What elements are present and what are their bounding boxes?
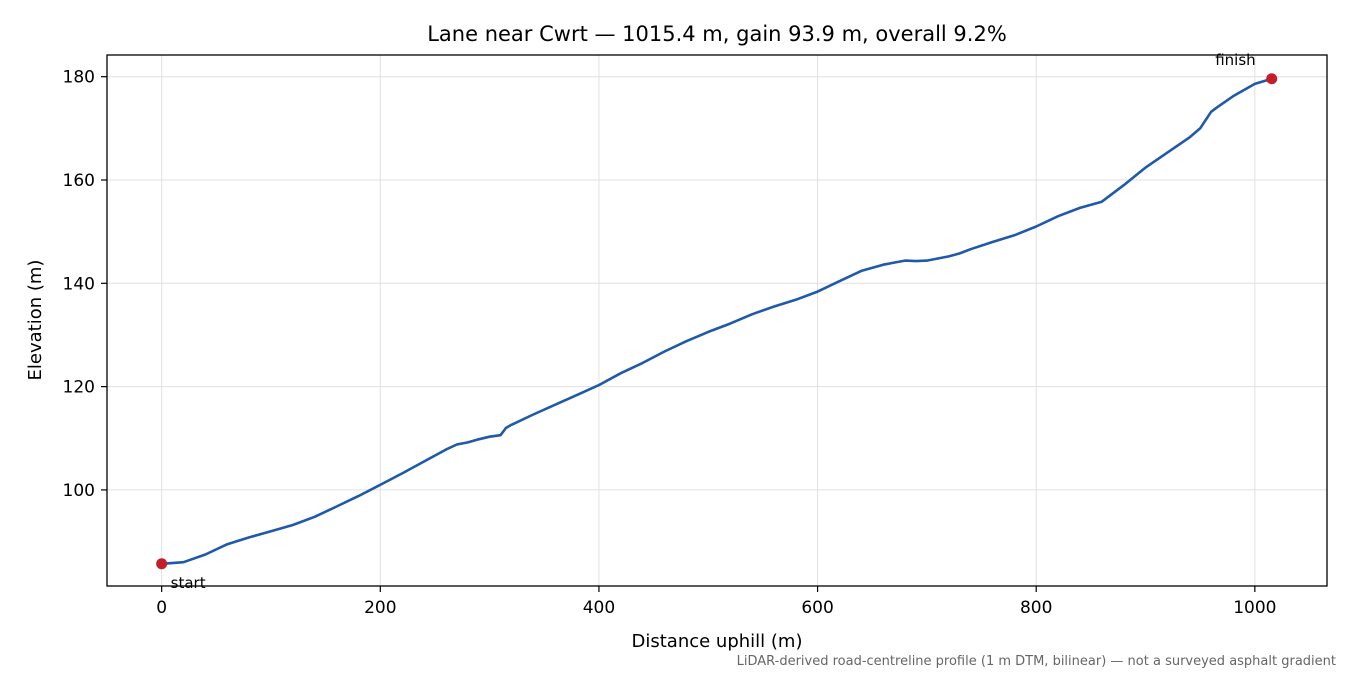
x-tick-label: 400 [583,598,615,618]
y-tick-label: 180 [63,68,95,88]
plot-frame [106,54,1328,587]
x-axis-label: Distance uphill (m) [632,631,803,652]
x-tick-label: 1000 [1233,598,1276,618]
grid [107,55,1327,586]
y-axis-ticks: 100 120 140 160 180 [63,68,107,501]
x-axis-ticks: 0 200 400 600 800 1000 [156,586,1276,618]
series-layer [160,77,1273,566]
footnote: LiDAR-derived road-centreline profile (1… [737,654,1336,669]
y-tick-label: 140 [63,274,95,294]
x-tick-label: 0 [156,598,167,618]
markers-layer: start finish [156,51,1278,592]
x-tick-label: 800 [1020,598,1052,618]
elevation-line [160,77,1273,566]
start-label: start [171,574,206,592]
chart-title: Lane near Cwrt — 1015.4 m, gain 93.9 m, … [427,22,1007,46]
x-tick-label: 600 [801,598,833,618]
finish-marker [1266,73,1278,85]
y-tick-label: 160 [63,171,95,191]
y-axis-label: Elevation (m) [25,260,46,381]
y-tick-label: 120 [63,378,95,398]
finish-label: finish [1215,51,1255,69]
y-tick-label: 100 [63,481,95,501]
start-marker [156,558,168,570]
x-tick-label: 200 [364,598,396,618]
